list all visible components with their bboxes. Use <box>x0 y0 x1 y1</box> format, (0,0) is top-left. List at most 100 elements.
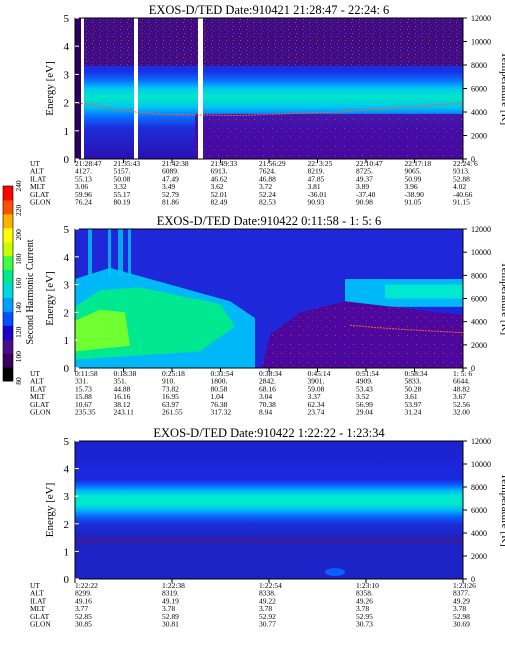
y-tick-label: 2 <box>64 98 70 110</box>
streak-3 <box>118 229 123 277</box>
orbit-cell: 90.93 <box>308 198 325 207</box>
y-tick-label: 4 <box>64 41 70 53</box>
y2-axis-label: Temperature [K] <box>499 473 505 546</box>
orbit-cell: 0:31:54 <box>211 369 234 378</box>
y2-tick-label: 0 <box>471 364 475 373</box>
orbit-row-label: GLAT <box>30 400 50 409</box>
orbit-cell: -38.90 <box>405 190 425 199</box>
orbit-cell: 31.24 <box>405 408 422 417</box>
low-count-column <box>75 18 81 159</box>
orbit-cell: 7624. <box>259 167 276 176</box>
orbit-cell: 56.99 <box>356 400 373 409</box>
orbit-cell: 52.01 <box>211 190 228 199</box>
orbit-cell: 4909. <box>356 377 373 386</box>
orbit-cell: 82.49 <box>211 198 228 207</box>
orbit-cell: 3901. <box>308 377 325 386</box>
orbit-row-label: ALT <box>30 167 44 176</box>
y2-tick-label: 2000 <box>471 341 487 350</box>
y2-axis-label: Temperature [K] <box>499 52 505 125</box>
speckle-high <box>75 18 463 66</box>
orbit-row-label: GLAT <box>30 612 50 621</box>
orbit-cell: 30.81 <box>162 620 179 629</box>
y2-tick-label: 2000 <box>471 132 487 141</box>
orbit-cell: 29.04 <box>356 408 373 417</box>
y-tick-label: 0 <box>64 574 70 586</box>
orbit-cell: 3.67 <box>453 392 466 401</box>
orbit-cell: 5833. <box>405 377 422 386</box>
orbit-cell: 1:22:38 <box>162 581 185 590</box>
orbit-cell: 3.49 <box>162 182 175 191</box>
orbit-cell: 21:35:43 <box>114 159 141 168</box>
orbit-row-label: ALT <box>30 377 44 386</box>
orbit-cell: 3.72 <box>259 182 272 191</box>
orbit-cell: 8358. <box>356 589 373 598</box>
orbit-cell: 331. <box>75 377 88 386</box>
colorbar-frame <box>2 185 14 382</box>
orbit-row-label: GLAT <box>30 190 50 199</box>
colorbar-tick-label: 180 <box>14 253 23 265</box>
y-tick-label: 1 <box>64 126 70 138</box>
orbit-cell: 3.78 <box>356 604 369 613</box>
y2-tick-label: 10000 <box>471 38 491 47</box>
spectrogram-base <box>75 441 463 579</box>
band-core <box>385 284 463 299</box>
colorbar-segment <box>3 367 13 382</box>
orbit-cell: 30.69 <box>453 620 470 629</box>
y2-tick-label: 10000 <box>471 460 491 469</box>
y-tick-label: 3 <box>64 69 70 81</box>
y-tick-label: 4 <box>64 464 70 476</box>
spectrogram <box>75 441 463 579</box>
orbit-cell: 4.02 <box>453 182 466 191</box>
orbit-cell: 52.56 <box>453 400 470 409</box>
orbit-cell: 0:25:18 <box>162 369 185 378</box>
orbit-row-label: MLT <box>30 392 46 401</box>
orbit-cell: 0:45:14 <box>308 369 331 378</box>
blob <box>325 568 345 577</box>
colorbar-segment <box>3 325 13 340</box>
y-tick-label: 5 <box>64 224 70 236</box>
y2-tick-label: 2000 <box>471 552 487 561</box>
colorbar-segment <box>3 227 13 243</box>
orbit-cell: -36.01 <box>308 190 328 199</box>
orbit-cell: 1:22:22 <box>75 581 98 590</box>
orbit-cell: 90.98 <box>356 198 373 207</box>
y-axis-label: Energy [eV] <box>44 61 56 115</box>
orbit-cell: 22:17:18 <box>405 159 432 168</box>
temperature-trace <box>349 324 464 334</box>
orbit-cell: 1: 5: 6 <box>453 369 472 378</box>
orbit-row-label: UT <box>30 581 40 590</box>
orbit-cell: 70.38 <box>259 400 276 409</box>
orbit-cell: 317.32 <box>211 408 232 417</box>
orbit-cell: 52.98 <box>453 612 470 621</box>
orbit-cell: 46.62 <box>211 174 228 183</box>
orbit-cell: 68.16 <box>259 384 276 393</box>
orbit-table: UTALTILATMLTGLATGLON21:28:474127.55.133.… <box>30 159 478 207</box>
y2-tick-label: 8000 <box>471 483 487 492</box>
orbit-cell: 21:42:38 <box>162 159 189 168</box>
chart-panel-1: EXOS-D/TED Date:910421 21:28:47 - 22:24:… <box>30 3 505 207</box>
orbit-cell: 22:10:47 <box>356 159 383 168</box>
y-axis-label: Energy [eV] <box>44 271 56 325</box>
orbit-cell: 6644. <box>453 377 470 386</box>
orbit-cell: 53.97 <box>405 400 422 409</box>
colorbar-tick-label: 140 <box>14 302 23 314</box>
orbit-cell: 4127. <box>75 167 92 176</box>
colorbar-tick-label: 120 <box>14 326 23 338</box>
orbit-cell: 47.85 <box>308 174 325 183</box>
orbit-cell: 3.37 <box>308 392 321 401</box>
orbit-cell: 351. <box>114 377 127 386</box>
orbit-cell: 3.78 <box>162 604 175 613</box>
y-tick-label: 3 <box>64 280 70 292</box>
colorbar-segment <box>3 353 13 368</box>
y2-tick-label: 12000 <box>471 225 491 234</box>
orbit-cell: 6913. <box>211 167 228 176</box>
orbit-cell: 6089. <box>162 167 179 176</box>
orbit-cell: 16.16 <box>114 392 131 401</box>
colorbar-tick-label: 200 <box>14 229 23 241</box>
orbit-row-label: MLT <box>30 604 46 613</box>
orbit-cell: 49.37 <box>356 174 373 183</box>
y-tick-label: 4 <box>64 252 70 264</box>
y2-tick-label: 0 <box>471 575 475 584</box>
streak-4 <box>128 229 131 277</box>
orbit-cell: 0:38:34 <box>259 369 282 378</box>
